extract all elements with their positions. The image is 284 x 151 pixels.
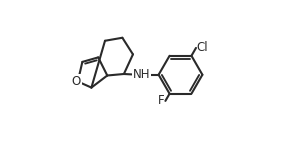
Text: Cl: Cl <box>197 41 208 55</box>
Text: NH: NH <box>133 68 150 81</box>
Text: O: O <box>72 75 81 88</box>
Text: F: F <box>158 94 165 107</box>
